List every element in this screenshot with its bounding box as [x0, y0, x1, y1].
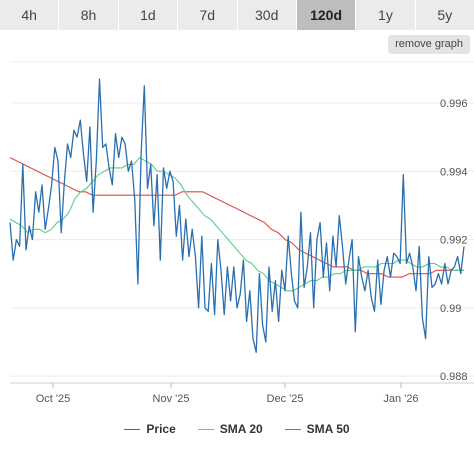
series-lines: [9, 78, 465, 353]
x-axis-ticks: Oct '25 Nov '25 Dec '25 Jan '26: [36, 383, 419, 405]
tab-8h[interactable]: 8h: [59, 0, 119, 30]
legend-item-price[interactable]: Price: [124, 422, 176, 436]
legend-label: Price: [146, 422, 176, 436]
tab-7d[interactable]: 7d: [178, 0, 238, 30]
time-range-tabs: 4h 8h 1d 7d 30d 120d 1y 5y: [0, 0, 474, 30]
remove-graph-button[interactable]: remove graph: [388, 35, 470, 54]
y-tick-label: 0.992: [440, 235, 468, 247]
y-axis-ticks: 0.988 0.99 0.992 0.994 0.996: [440, 98, 468, 383]
legend-swatch: [197, 428, 214, 430]
tab-1d[interactable]: 1d: [118, 0, 179, 30]
y-tick-label: 0.99: [440, 303, 461, 315]
grid-lines: [10, 61, 474, 384]
tab-120d[interactable]: 120d: [296, 0, 357, 30]
legend-item-sma-50[interactable]: SMA 50: [284, 422, 350, 436]
tab-4h[interactable]: 4h: [0, 0, 60, 30]
x-tick-label: Oct '25: [36, 393, 71, 405]
x-tick-label: Nov '25: [153, 393, 190, 405]
legend-label: SMA 20: [219, 422, 263, 436]
legend-item-sma-20[interactable]: SMA 20: [197, 422, 263, 436]
y-tick-label: 0.994: [440, 166, 468, 178]
series-line-price: [9, 78, 465, 353]
tab-1y[interactable]: 1y: [356, 0, 416, 30]
y-tick-label: 0.996: [440, 98, 468, 110]
legend-label: SMA 50: [306, 422, 350, 436]
y-tick-label: 0.988: [440, 371, 468, 383]
series-line-sma-50: [9, 157, 464, 278]
x-tick-label: Jan '26: [383, 393, 418, 405]
tab-30d[interactable]: 30d: [237, 0, 297, 30]
chart-legend: Price SMA 20 SMA 50: [0, 420, 474, 438]
legend-swatch: [284, 428, 301, 430]
x-tick-label: Dec '25: [267, 393, 304, 405]
tab-5y[interactable]: 5y: [415, 0, 474, 30]
series-line-sma-20: [9, 157, 464, 292]
legend-swatch: [124, 428, 141, 430]
